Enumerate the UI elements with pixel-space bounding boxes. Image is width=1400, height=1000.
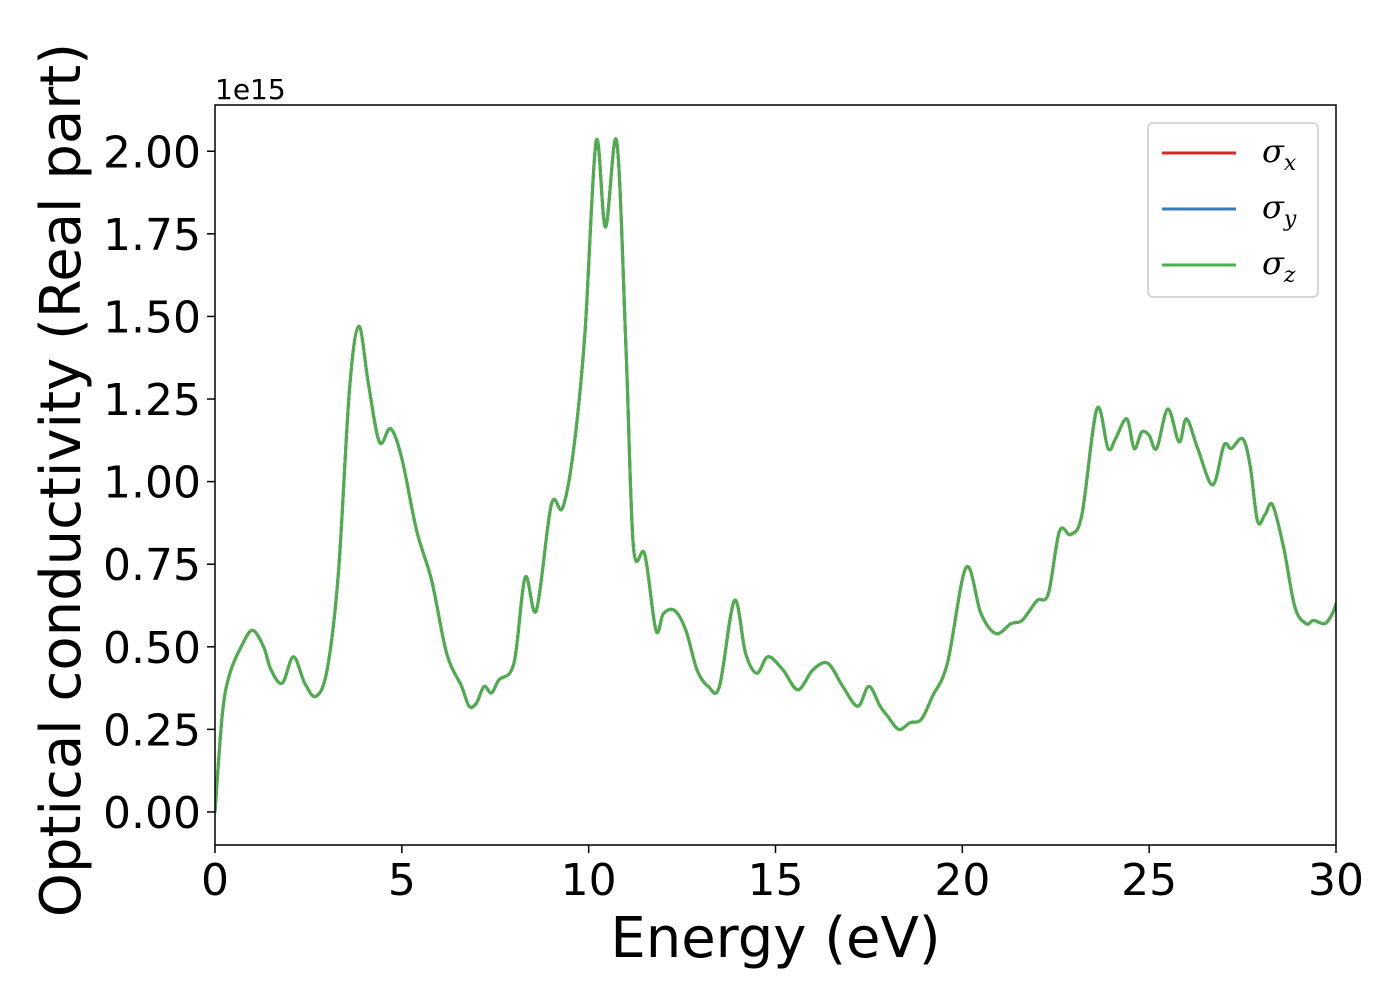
y-tick-label: 0.25 bbox=[103, 705, 201, 756]
y-tick-label: 0.00 bbox=[103, 788, 201, 839]
legend-label-sigma-y: σy bbox=[1262, 188, 1297, 232]
y-tick-label: 1.00 bbox=[103, 458, 201, 509]
y-tick-label: 0.50 bbox=[103, 623, 201, 674]
y-tick-label: 0.75 bbox=[103, 540, 201, 591]
y-tick-label: 1.25 bbox=[103, 375, 201, 426]
y-axis-offset-label: 1e15 bbox=[215, 73, 286, 106]
legend-label-sigma-x: σx bbox=[1262, 132, 1297, 176]
x-tick-label: 15 bbox=[748, 855, 804, 906]
y-tick-label: 1.50 bbox=[103, 292, 201, 343]
y-axis-ticks: 0.00 0.25 0.50 0.75 1.00 1.25 1.50 1.75 2.00 bbox=[103, 127, 215, 839]
x-tick-label: 30 bbox=[1308, 855, 1364, 906]
x-tick-label: 20 bbox=[934, 855, 990, 906]
x-axis-label: Energy (eV) bbox=[610, 906, 940, 971]
x-tick-label: 0 bbox=[201, 855, 229, 906]
plot-lines bbox=[215, 137, 1336, 814]
x-axis-ticks: 0 5 10 15 20 25 30 bbox=[201, 845, 1364, 906]
y-axis-label: Optical conductivity (Real part) bbox=[29, 43, 94, 917]
x-tick-label: 10 bbox=[561, 855, 617, 906]
x-tick-label: 5 bbox=[388, 855, 416, 906]
series-line-sigma-z bbox=[215, 137, 1336, 814]
x-tick-label: 25 bbox=[1121, 855, 1177, 906]
y-tick-label: 2.00 bbox=[103, 127, 201, 178]
legend: σx σy σz bbox=[1147, 122, 1319, 298]
legend-label-sigma-z: σz bbox=[1262, 244, 1296, 288]
y-tick-label: 1.75 bbox=[103, 210, 201, 261]
